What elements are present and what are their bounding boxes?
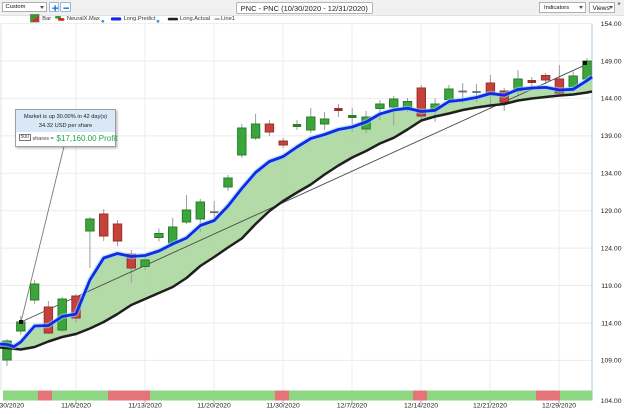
svg-text:124.00: 124.00 xyxy=(601,245,622,252)
svg-text:109.00: 109.00 xyxy=(601,358,622,365)
svg-text:144.00: 144.00 xyxy=(601,96,622,103)
svg-text:139.00: 139.00 xyxy=(601,133,622,140)
svg-text:11/6/2020: 11/6/2020 xyxy=(61,403,91,410)
svg-text:10/30/2020: 10/30/2020 xyxy=(0,403,24,410)
svg-text:11/20/2020: 11/20/2020 xyxy=(197,403,231,410)
svg-text:104.00: 104.00 xyxy=(601,398,622,405)
svg-text:129.00: 129.00 xyxy=(601,208,622,215)
svg-text:12/7/2020: 12/7/2020 xyxy=(337,403,367,410)
svg-text:119.00: 119.00 xyxy=(601,283,622,290)
svg-text:12/29/2020: 12/29/2020 xyxy=(542,403,576,410)
svg-text:11/30/2020: 11/30/2020 xyxy=(266,403,300,410)
svg-text:154.00: 154.00 xyxy=(601,21,622,28)
svg-text:134.00: 134.00 xyxy=(601,171,622,178)
svg-text:12/14/2020: 12/14/2020 xyxy=(404,403,438,410)
svg-text:12/21/2020: 12/21/2020 xyxy=(473,403,507,410)
svg-text:11/13/2020: 11/13/2020 xyxy=(128,403,162,410)
svg-text:114.00: 114.00 xyxy=(601,320,622,327)
svg-text:149.00: 149.00 xyxy=(601,58,622,65)
